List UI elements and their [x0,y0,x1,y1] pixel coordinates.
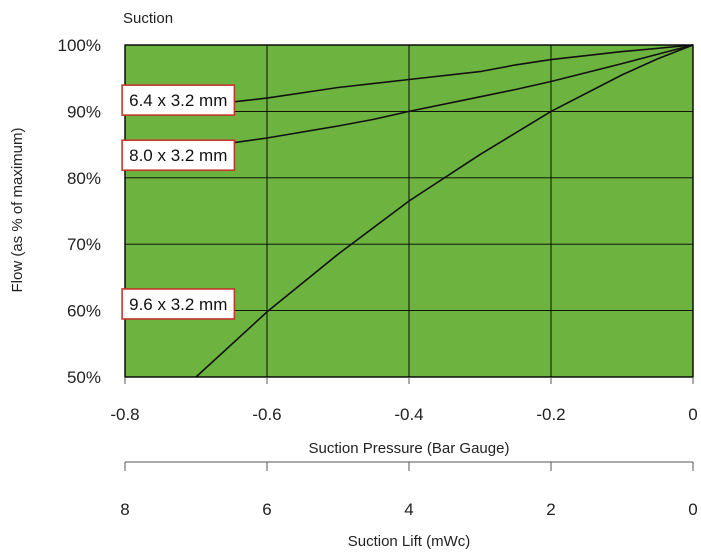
series-line-1 [124,44,694,164]
series-label-0: 6.4 x 3.2 mm [121,84,236,116]
secondary-x-tick-label-1: 6 [262,500,271,519]
secondary-x-axis-title: Suction Lift (mWc) [348,533,471,550]
secondary-x-tick-label-0: 8 [120,500,129,519]
series-label-box-0 [121,84,236,116]
series-label-box-1 [121,139,236,172]
y-tick-label-1: 60% [67,302,101,321]
chart-title: Suction [123,10,173,27]
series-label-2: 9.6 x 3.2 mm [121,288,236,320]
y-axis-title: Flow (as % of maximum) [9,127,26,292]
x-tick-label-1: -0.6 [252,405,281,424]
y-tick-label-2: 70% [67,235,101,254]
y-tick-label-3: 80% [67,169,101,188]
series-label-box-2 [121,288,236,320]
secondary-x-tick-label-3: 2 [546,500,555,519]
axes: 50% 60% 70% 80% 90% 100% -0.8 -0.6 -0.4 -0.2 0 8 6 4 2… [58,36,698,519]
x-tick-label-2: -0.4 [394,405,423,424]
series-label-text-2: 9.6 x 3.2 mm [129,295,227,314]
series-label-1: 8.0 x 3.2 mm [121,139,236,172]
series-label-text-0: 6.4 x 3.2 mm [129,91,227,110]
x-tick-label-4: 0 [688,405,697,424]
x-tick-label-0: -0.8 [110,405,139,424]
series-line-2 [195,44,694,378]
secondary-x-tick-label-2: 4 [404,500,413,519]
x-axis-title: Suction Pressure (Bar Gauge) [309,440,510,457]
x-tick-label-3: -0.2 [536,405,565,424]
y-tick-label-0: 50% [67,368,101,387]
series-labels: 6.4 x 3.2 mm 8.0 x 3.2 mm 9.6 x 3.2 mm [121,84,236,320]
y-tick-label-5: 100% [58,36,101,55]
y-tick-label-4: 90% [67,102,101,121]
series-label-text-1: 8.0 x 3.2 mm [129,146,227,165]
secondary-x-tick-label-4: 0 [688,500,697,519]
